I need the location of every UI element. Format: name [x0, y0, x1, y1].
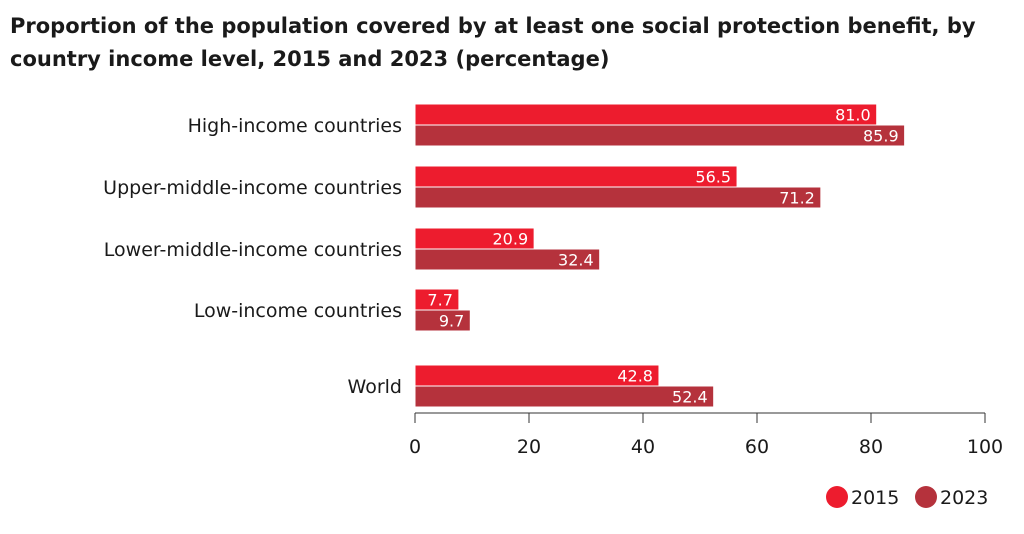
- legend-label-2023: 2023: [940, 487, 988, 509]
- category-labels: High-income countries Upper-middle-income…: [103, 115, 402, 398]
- legend-swatch-2015: [826, 486, 848, 508]
- bar-value-2015-low-income-countries: 7.7: [427, 291, 452, 310]
- bar-value-2023-upper-middle-income-countries: 71.2: [779, 189, 815, 208]
- legend-label-2015: 2015: [851, 487, 899, 509]
- x-tick-label-20: 20: [517, 436, 541, 458]
- x-tick-label-0: 0: [409, 436, 421, 458]
- bar-value-2023-lower-middle-income-countries: 32.4: [558, 251, 594, 270]
- bar-2023-lower-middle-income-countries: [414, 248, 601, 271]
- x-tick-label-60: 60: [745, 436, 769, 458]
- bar-2015-upper-middle-income-countries: [414, 165, 738, 188]
- x-tick-label-80: 80: [859, 436, 883, 458]
- bar-2023-high-income-countries: [414, 124, 906, 147]
- bar-2023-world: [414, 385, 715, 408]
- legend-swatch-2023: [915, 486, 937, 508]
- bar-value-2015-world: 42.8: [617, 367, 653, 386]
- bars-layer: 81.0 85.9 56.5 71.2 20.9 32.4 7.7 9.7 42.8 52.4: [414, 103, 906, 408]
- category-label-upper-middle-income-countries: Upper-middle-income countries: [103, 177, 402, 199]
- category-label-low-income-countries: Low-income countries: [194, 300, 402, 322]
- bar-value-2023-high-income-countries: 85.9: [863, 127, 899, 146]
- category-label-world: World: [348, 376, 402, 398]
- bar-value-2023-world: 52.4: [672, 388, 708, 407]
- x-axis: 0 20 40 60 80 100: [409, 412, 1003, 458]
- bar-value-2023-low-income-countries: 9.7: [439, 312, 464, 331]
- bar-value-2015-high-income-countries: 81.0: [835, 106, 871, 125]
- bar-2015-high-income-countries: [414, 103, 878, 126]
- category-label-high-income-countries: High-income countries: [188, 115, 402, 137]
- legend: 2015 2023: [826, 486, 988, 509]
- category-label-lower-middle-income-countries: Lower-middle-income countries: [104, 239, 402, 261]
- x-tick-label-40: 40: [631, 436, 655, 458]
- chart-title: Proportion of the population covered by …: [10, 14, 976, 71]
- bar-value-2015-lower-middle-income-countries: 20.9: [493, 230, 529, 249]
- bar-value-2015-upper-middle-income-countries: 56.5: [695, 168, 731, 187]
- x-tick-label-100: 100: [967, 436, 1003, 458]
- bar-2023-upper-middle-income-countries: [414, 186, 822, 209]
- bar-2023-low-income-countries: [414, 309, 471, 332]
